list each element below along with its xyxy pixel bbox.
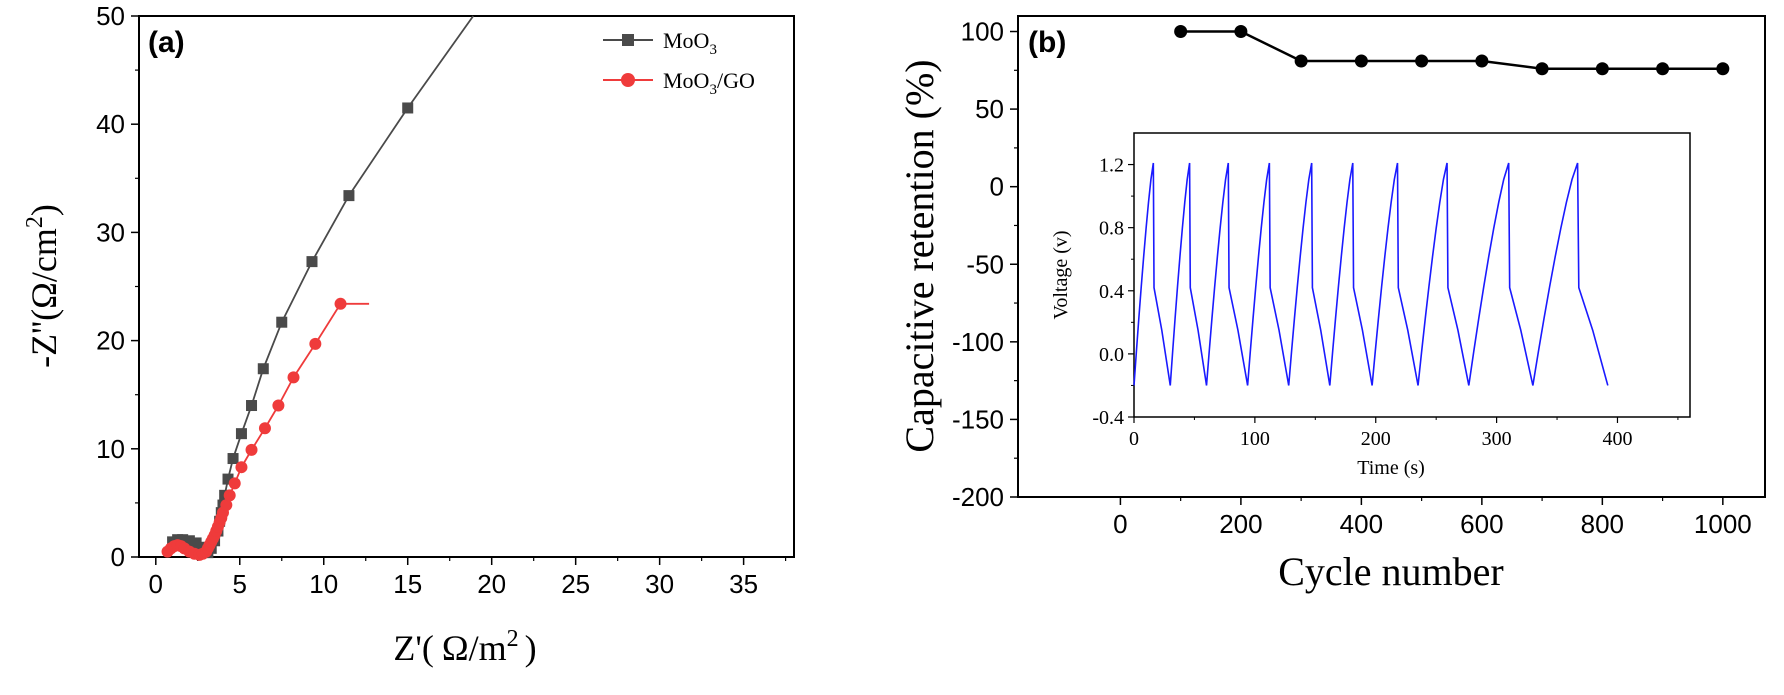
voltage-curve	[1133, 162, 1609, 386]
x-tick-label: 15	[393, 569, 422, 599]
y-tick-label: 100	[961, 17, 1004, 47]
retention-line	[1180, 30, 1723, 71]
inset-x-tick-label: 0	[1129, 428, 1139, 450]
panel-b-x-axis-title: Cycle number	[1278, 549, 1504, 594]
y-tick-label: 30	[96, 217, 125, 247]
data-point-moo3	[402, 102, 414, 114]
inset-x-tick-label: 100	[1240, 428, 1270, 450]
inset-series	[1133, 162, 1609, 386]
inset-y-tick-label: 0.8	[1099, 218, 1124, 240]
x-tick-label: 1000	[1694, 509, 1752, 539]
data-point-moo3-go	[334, 297, 347, 310]
data-point-moo3	[276, 316, 288, 328]
inset-y-tick-label: 1.2	[1099, 155, 1124, 177]
panel-a-legend: MoO3 MoO3/GO	[603, 28, 755, 98]
legend-marker-moo3-go	[621, 73, 635, 87]
panel-b-frame	[1017, 15, 1766, 498]
data-point-moo3	[227, 453, 239, 465]
series-line-moo3	[172, 15, 474, 554]
panel-b-y-axis-title: Capacitive retention (%)	[897, 59, 942, 452]
x-tick-label: 0	[149, 569, 163, 599]
x-tick-label: 10	[309, 569, 338, 599]
y-tick-label: 0	[990, 172, 1004, 202]
inset-y-tick-label: -0.4	[1092, 407, 1124, 429]
data-point-moo3	[306, 256, 318, 268]
y-tick-label: -50	[966, 249, 1004, 279]
panel-a: 0 5 10 15 20 25 30 35 0 10 20 30 40 50 (a) MoO3 MoO3/…	[22, 1, 795, 668]
retention-point	[1415, 54, 1429, 68]
x-tick-label: 5	[233, 569, 247, 599]
y-tick-label: 0	[111, 542, 125, 572]
x-tick-label: 800	[1581, 509, 1624, 539]
data-point-moo3-go	[223, 489, 236, 502]
inset-ticks: 0 100 200 300 400 -0.4 0.0 0.4 0.8 1.2	[1092, 155, 1679, 450]
retention-point	[1475, 54, 1489, 68]
panel-a-series	[161, 15, 474, 561]
x-tick-label: 30	[645, 569, 674, 599]
panel-a-x-axis-title: Z'(Ω/m2)	[393, 626, 536, 668]
y-tick-label: 50	[96, 1, 125, 31]
data-point-moo3	[257, 363, 269, 375]
retention-point	[1595, 62, 1609, 76]
panel-b-label: (b)	[1028, 26, 1066, 59]
inset-frame	[1133, 132, 1691, 418]
retention-point	[1656, 62, 1670, 76]
inset-x-tick-label: 200	[1361, 428, 1391, 450]
data-point-moo3-go	[245, 443, 258, 456]
data-point-moo3	[235, 428, 247, 440]
data-point-moo3	[222, 473, 234, 485]
inset-y-axis-title: Voltage (v)	[1050, 230, 1072, 319]
legend-label-moo3: MoO3	[663, 28, 717, 58]
inset-x-axis-title: Time (s)	[1357, 457, 1425, 479]
panel-a-y-axis-title: -Z''(Ω/cm2)	[22, 204, 64, 368]
retention-point	[1174, 25, 1188, 39]
inset-x-tick-label: 400	[1602, 428, 1632, 450]
x-tick-label: 0	[1113, 509, 1127, 539]
panel-b-series	[1174, 25, 1730, 76]
y-tick-label: 40	[96, 109, 125, 139]
inset-y-tick-label: 0.0	[1099, 344, 1124, 366]
x-tick-label: 35	[729, 569, 758, 599]
inset-x-tick-label: 300	[1482, 428, 1512, 450]
data-point-moo3	[177, 534, 189, 546]
inset-y-tick-label: 0.4	[1099, 281, 1124, 303]
retention-point	[1234, 25, 1248, 39]
data-point-moo3-go	[287, 371, 300, 384]
y-tick-label: -100	[952, 327, 1004, 357]
retention-point	[1535, 62, 1549, 76]
data-point-moo3-go	[235, 461, 248, 474]
x-tick-label: 400	[1340, 509, 1383, 539]
y-tick-label: 50	[975, 94, 1004, 124]
y-tick-label: 10	[96, 434, 125, 464]
x-tick-label: 25	[561, 569, 590, 599]
x-tick-label: 20	[477, 569, 506, 599]
y-tick-label: -200	[952, 482, 1004, 512]
legend-marker-moo3	[622, 34, 634, 46]
panel-a-label: (a)	[148, 26, 185, 59]
retention-point	[1354, 54, 1368, 68]
x-tick-label: 200	[1219, 509, 1262, 539]
retention-point	[1716, 62, 1730, 76]
panel-b-inset: 0 100 200 300 400 -0.4 0.0 0.4 0.8 1.2 Time (s) V…	[1050, 132, 1691, 479]
y-tick-label: 20	[96, 326, 125, 356]
data-point-moo3-go	[272, 399, 285, 412]
data-point-moo3	[183, 535, 195, 547]
data-point-moo3-go	[258, 422, 271, 435]
panel-a-ticks: 0 5 10 15 20 25 30 35 0 10 20 30 40 50	[96, 1, 787, 599]
retention-point	[1294, 54, 1308, 68]
legend-label-moo3-go: MoO3/GO	[663, 68, 755, 98]
x-tick-label: 600	[1460, 509, 1503, 539]
data-point-moo3	[343, 190, 355, 202]
data-point-moo3-go	[228, 477, 241, 490]
y-tick-label: -150	[952, 404, 1004, 434]
data-point-moo3-go	[220, 499, 233, 512]
data-point-moo3-go	[309, 337, 322, 350]
data-point-moo3	[246, 400, 258, 412]
